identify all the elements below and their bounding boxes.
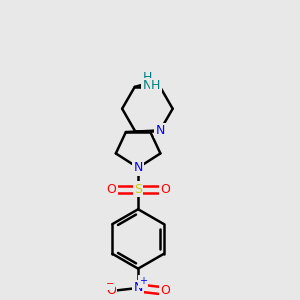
Text: O: O xyxy=(160,284,170,297)
Text: N: N xyxy=(155,124,165,137)
Text: O: O xyxy=(160,183,170,196)
Text: S: S xyxy=(134,183,142,196)
Text: −: − xyxy=(106,279,114,289)
Text: N: N xyxy=(134,281,143,295)
Text: H: H xyxy=(143,70,152,83)
Text: N: N xyxy=(143,80,152,92)
Text: O: O xyxy=(106,183,116,196)
Text: N: N xyxy=(134,161,143,174)
Text: +: + xyxy=(139,276,147,286)
Text: O: O xyxy=(106,284,116,297)
Text: H: H xyxy=(151,80,160,92)
